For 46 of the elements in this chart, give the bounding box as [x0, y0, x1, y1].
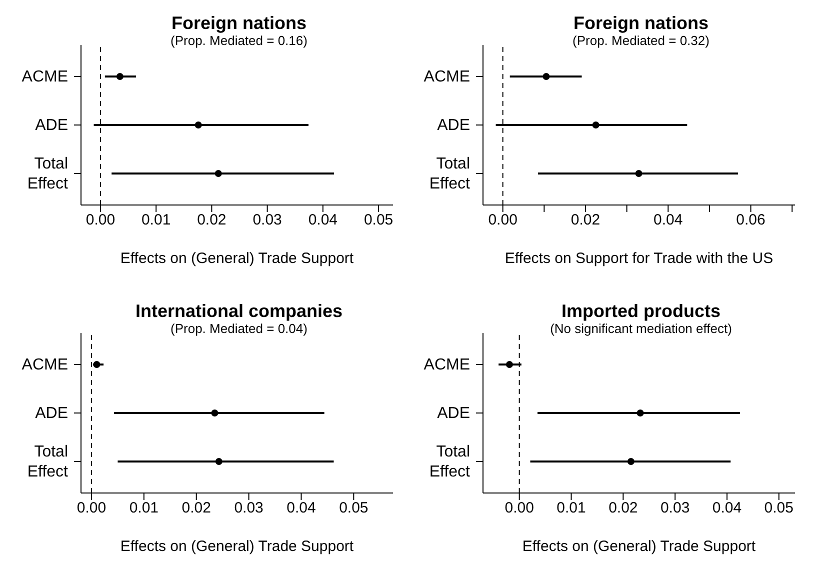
y-tick-label: ADE: [437, 116, 470, 134]
y-tick-label: ADE: [35, 404, 68, 422]
chart-title: Imported products: [560, 300, 722, 322]
y-tick-label: ADE: [437, 404, 470, 422]
x-tick-label: 0.06: [736, 212, 766, 229]
x-tick-label: 0.05: [339, 500, 368, 517]
chart-subtitle: (Prop. Mediated = 0.32): [572, 33, 710, 48]
y-tick-label: Total Effect: [27, 154, 69, 192]
x-tick-label: 0.03: [660, 500, 690, 517]
x-axis-title: Effects on (General) Trade Support: [521, 538, 757, 555]
y-tick-label: ADE: [35, 116, 68, 134]
y-tick-label: ACME: [424, 68, 470, 86]
y-tick-label: Total Effect: [429, 154, 471, 192]
x-tick-label: 0.04: [286, 500, 316, 517]
x-axis-title: Effects on Support for Trade with the US: [504, 250, 774, 267]
x-tick-label: 0.00: [488, 212, 518, 229]
x-tick-label: 0.02: [570, 212, 600, 229]
chart-title: Foreign nations: [170, 12, 308, 34]
x-tick-label: 0.05: [764, 500, 794, 517]
x-tick-label: 0.04: [654, 212, 683, 229]
chart-title: International companies: [134, 300, 344, 322]
x-tick-label: 0.00: [504, 500, 534, 517]
x-tick-label: 0.03: [252, 212, 282, 229]
x-tick-label: 0.02: [182, 500, 211, 517]
x-tick-label: 0.05: [364, 212, 394, 229]
x-tick-label: 0.01: [141, 212, 171, 229]
x-axis-title: Effects on (General) Trade Support: [119, 538, 355, 555]
chart-subtitle: (Prop. Mediated = 0.16): [170, 33, 308, 48]
x-tick-label: 0.01: [556, 500, 586, 517]
y-tick-label: Total Effect: [27, 442, 69, 480]
chart-title: Foreign nations: [572, 12, 710, 34]
x-tick-label: 0.00: [76, 500, 106, 517]
x-tick-label: 0.04: [712, 500, 742, 517]
x-tick-label: 0.04: [308, 212, 338, 229]
chart-subtitle: (Prop. Mediated = 0.04): [170, 321, 308, 336]
x-tick-label: 0.02: [608, 500, 638, 517]
y-tick-label: Total Effect: [429, 442, 471, 480]
x-tick-label: 0.02: [197, 212, 226, 229]
x-tick-label: 0.03: [234, 500, 264, 517]
x-tick-label: 0.01: [129, 500, 159, 517]
y-tick-label: ACME: [22, 68, 68, 86]
chart-subtitle: (No significant mediation effect): [549, 321, 733, 336]
y-tick-label: ACME: [22, 356, 68, 374]
x-axis-title: Effects on (General) Trade Support: [119, 250, 355, 267]
x-tick-label: 0.00: [86, 212, 116, 229]
y-tick-label: ACME: [424, 356, 470, 374]
